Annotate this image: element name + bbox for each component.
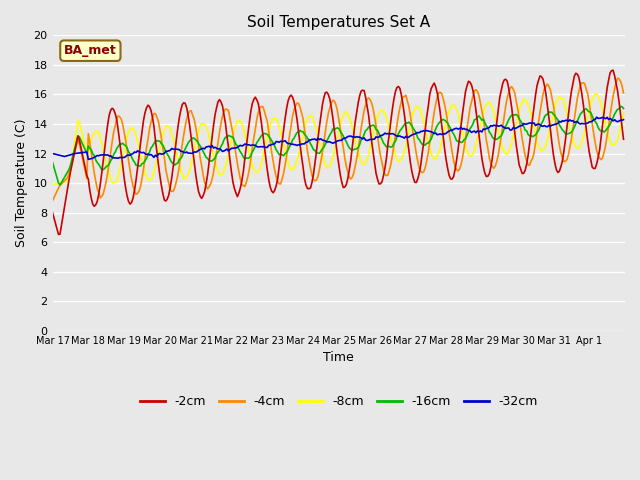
X-axis label: Time: Time: [323, 351, 354, 364]
Text: BA_met: BA_met: [64, 44, 116, 57]
Title: Soil Temperatures Set A: Soil Temperatures Set A: [247, 15, 430, 30]
Legend: -2cm, -4cm, -8cm, -16cm, -32cm: -2cm, -4cm, -8cm, -16cm, -32cm: [134, 390, 543, 413]
Y-axis label: Soil Temperature (C): Soil Temperature (C): [15, 119, 28, 247]
